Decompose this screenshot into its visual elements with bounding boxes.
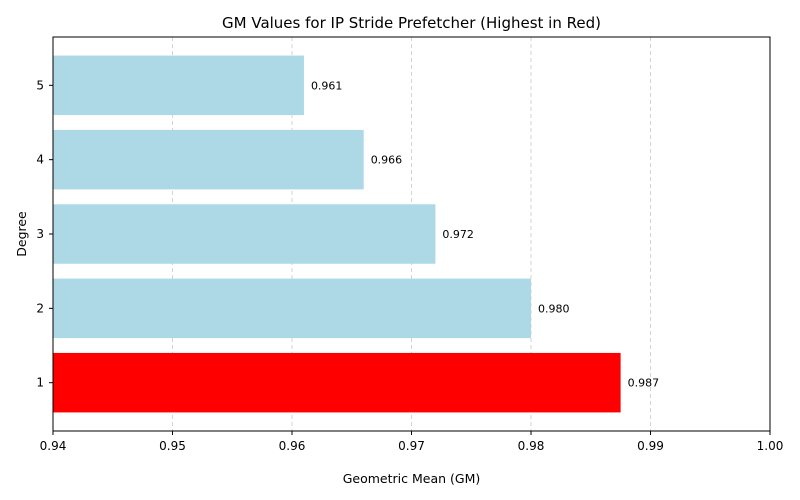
bars xyxy=(53,55,621,413)
x-tick-label: 0.97 xyxy=(398,439,425,453)
y-axis-ticks: 1 2 3 4 5 xyxy=(36,78,53,390)
x-tick-label: 0.96 xyxy=(279,439,306,453)
bar-degree-2 xyxy=(53,278,531,339)
x-tick-label: 1.00 xyxy=(757,439,784,453)
y-tick-label: 5 xyxy=(36,78,44,92)
bar-value-label: 0.966 xyxy=(371,154,403,167)
x-tick-label: 0.98 xyxy=(518,439,545,453)
x-axis-ticks: 0.94 0.95 0.96 0.97 0.98 0.99 1.00 xyxy=(40,431,784,453)
bar-degree-4 xyxy=(53,129,364,190)
bar-degree-1 xyxy=(53,352,621,413)
bar-degree-3 xyxy=(53,204,436,264)
bar-value-label: 0.972 xyxy=(442,228,474,241)
x-tick-label: 0.95 xyxy=(159,439,186,453)
x-tick-label: 0.99 xyxy=(637,439,664,453)
bar-value-label: 0.980 xyxy=(538,302,570,315)
y-tick-label: 3 xyxy=(36,227,44,241)
x-tick-label: 0.94 xyxy=(40,439,67,453)
y-tick-label: 1 xyxy=(36,376,44,390)
bar-degree-5 xyxy=(53,55,304,116)
data-labels: 0.987 0.980 0.972 0.966 0.961 xyxy=(311,79,659,389)
bar-value-label: 0.961 xyxy=(311,79,343,92)
y-tick-label: 2 xyxy=(36,301,44,315)
x-axis-title: Geometric Mean (GM) xyxy=(343,471,481,486)
chart-title: GM Values for IP Stride Prefetcher (High… xyxy=(222,14,601,32)
y-axis-title: Degree xyxy=(14,211,29,257)
bar-value-label: 0.987 xyxy=(628,377,660,390)
y-tick-label: 4 xyxy=(36,153,44,167)
